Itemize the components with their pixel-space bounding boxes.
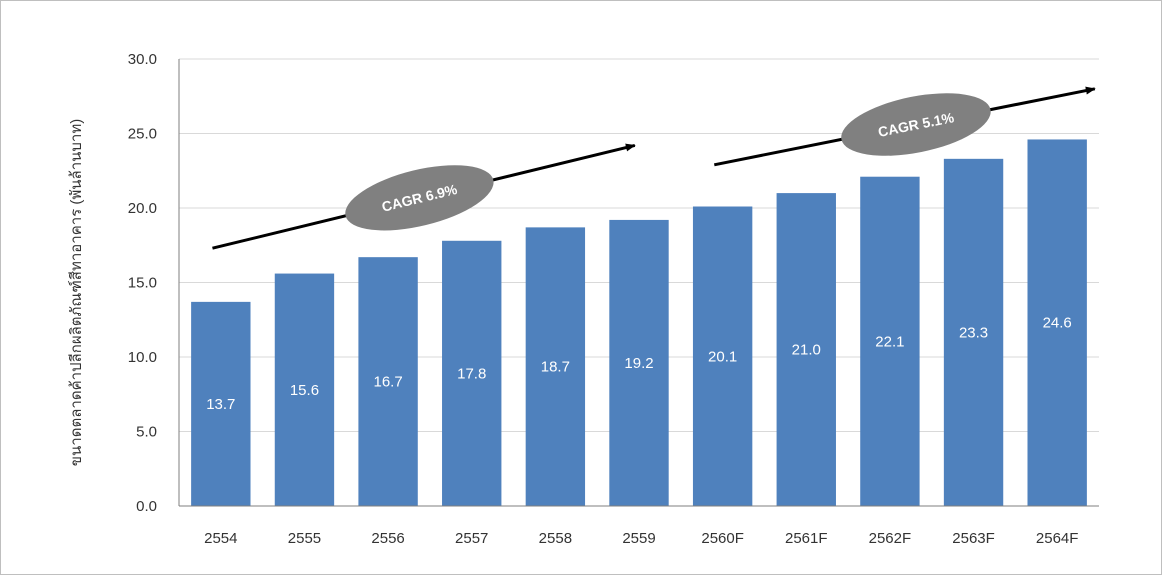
x-tick-label: 2554 — [204, 530, 237, 547]
bar-value-label: 21.0 — [792, 342, 821, 359]
bar — [609, 219, 669, 507]
cagr-annotations: CAGR 6.9% CAGR 5.1% — [212, 86, 1096, 250]
cagr-badge: CAGR 5.1% — [841, 93, 991, 156]
bar-value-label: 15.6 — [290, 382, 319, 399]
x-tick-label: 2562F — [869, 530, 912, 547]
bar-value-label: 20.1 — [708, 348, 737, 365]
bar — [1027, 139, 1087, 506]
bar — [860, 176, 920, 506]
x-tick-label: 2558 — [539, 530, 572, 547]
cagr-ellipse — [841, 93, 991, 156]
bar-value-label: 23.3 — [959, 324, 988, 341]
x-tick-label: 2564F — [1036, 530, 1079, 547]
y-tick-label: 10.0 — [128, 349, 157, 366]
x-tick-label: 2556 — [371, 530, 404, 547]
bar — [358, 257, 418, 506]
bar-value-label: 22.1 — [875, 333, 904, 350]
bars: 13.7 15.6 16.7 17.8 18.7 19.2 20.1 21.0 22.1 23.3… — [191, 139, 1087, 507]
x-tick-label: 2563F — [952, 530, 995, 547]
x-tick-label: 2561F — [785, 530, 828, 547]
bar — [442, 240, 502, 506]
bar — [692, 206, 753, 506]
x-tick-label: 2557 — [455, 530, 488, 547]
x-tick-label: 2560F — [701, 530, 744, 547]
bar — [191, 301, 251, 506]
bar-value-label: 17.8 — [457, 365, 486, 382]
bar — [274, 273, 335, 506]
y-axis-label: ขนาดตลาดค้าปลีกผลิตภัณฑ์สีทาอาคาร (พันล้… — [68, 119, 85, 466]
bar-value-label: 19.2 — [624, 355, 653, 372]
y-tick-label: 20.0 — [128, 200, 157, 217]
bar — [943, 158, 1004, 506]
bar-value-label: 24.6 — [1043, 315, 1072, 332]
axes: 0.0 5.0 10.0 15.0 20.0 25.0 30.0 2554 2555 2556 25… — [128, 51, 1099, 547]
bar-value-label: 13.7 — [206, 396, 235, 413]
y-tick-label: 5.0 — [136, 424, 157, 441]
bar-value-label: 16.7 — [373, 374, 402, 391]
bar — [525, 227, 586, 506]
x-tick-label: 2555 — [288, 530, 321, 547]
y-tick-label: 15.0 — [128, 275, 157, 292]
y-tick-label: 0.0 — [136, 498, 157, 515]
x-tick-label: 2559 — [622, 530, 655, 547]
bar — [776, 193, 836, 506]
bar-value-label: 18.7 — [541, 359, 570, 376]
y-tick-label: 25.0 — [128, 126, 157, 143]
cagr-badge: CAGR 6.9% — [345, 165, 494, 231]
cagr-ellipse — [345, 165, 494, 231]
y-tick-label: 30.0 — [128, 51, 157, 68]
